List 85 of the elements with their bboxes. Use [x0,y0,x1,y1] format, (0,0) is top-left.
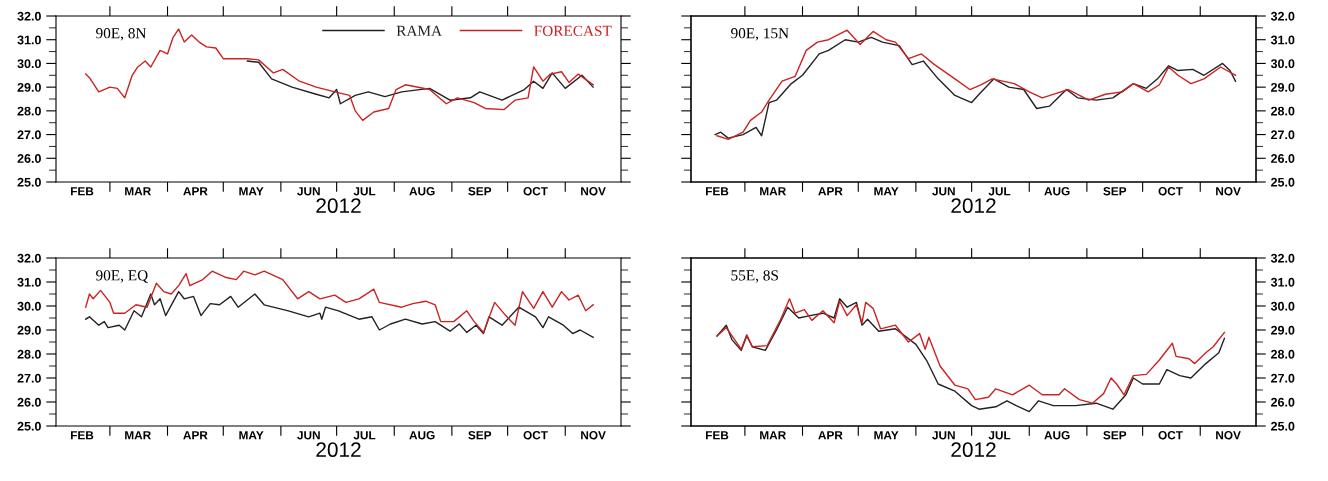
x-tick-label: FEB [706,187,729,196]
y-tick-label: 27.0 [17,130,41,140]
y-tick-label: 29.0 [17,325,41,335]
x-tick-label: APR [818,431,843,440]
y2-tick-label: 27.0 [1271,130,1295,140]
y2-tick-label: 25.0 [1271,177,1295,187]
x-tick-label: JUL [353,431,376,440]
y2-tick-label: 32.0 [1270,253,1295,263]
line-series [85,270,594,334]
legend-label: RAMA [396,25,442,36]
x-tick-label: JUL [988,431,1011,440]
y2-tick-label: 30.0 [1270,59,1295,69]
x-axis-title: 2012 [316,442,361,458]
x-tick-label: SEP [1103,187,1127,196]
x-tick-label: JUN [297,187,320,196]
x-tick-label: AUG [1044,187,1070,196]
annotation: 90E, 8N [96,28,147,41]
y-tick-label: 26.0 [17,397,41,407]
annotation: 90E, 15N [731,28,789,41]
y2-tick-label: 29.0 [1271,325,1295,335]
line-series [246,60,594,105]
x-tick-label: MAR [125,431,151,440]
x-tick-label: OCT [1158,187,1183,196]
x-tick-label: NOV [1216,187,1241,196]
y2-tick-label: 31.0 [1270,277,1295,287]
y-tick-label: 26.0 [17,154,41,163]
y-tick-label: 31.0 [17,35,41,45]
y2-tick-label: 25.0 [1271,421,1295,431]
x-tick-label: MAY [874,187,899,196]
x-tick-label: SEP [468,431,492,440]
y-tick-label: 28.0 [17,106,41,116]
x-tick-label: FEB [71,431,94,440]
annotation: 55E, 8S [731,270,778,283]
y-tick-label: 25.0 [17,421,41,431]
x-tick-label: NOV [581,187,606,196]
y2-tick-label: 27.0 [1271,373,1295,383]
y-tick-label: 31.0 [17,277,41,287]
x-tick-label: SEP [468,187,492,196]
x-tick-label: AUG [409,187,435,196]
x-tick-label: AUG [409,431,435,440]
x-axis-title: 2012 [951,442,996,458]
x-tick-label: MAR [760,187,786,196]
x-tick-label: MAY [239,187,264,196]
x-axis-title: 2012 [316,198,361,214]
x-tick-label: NOV [581,431,606,440]
x-tick-label: JUL [353,187,376,196]
x-tick-label: FEB [706,431,729,440]
x-tick-label: SEP [1103,431,1127,440]
annotation: 90E, EQ [96,270,148,283]
y-tick-label: 25.0 [17,177,41,187]
x-tick-label: JUN [932,431,955,440]
x-tick-label: APR [818,187,843,196]
y2-tick-label: 30.0 [1270,301,1295,311]
x-tick-label: APR [183,431,208,440]
y2-tick-label: 28.0 [1271,106,1295,116]
y2-tick-label: 29.0 [1271,82,1295,92]
x-tick-label: OCT [523,431,548,440]
x-tick-label: MAR [125,187,151,196]
y-tick-label: 32.0 [17,11,41,21]
x-tick-label: OCT [523,187,548,196]
y-tick-label: 28.0 [17,349,41,359]
x-tick-label: MAR [760,431,786,440]
x-tick-label: AUG [1044,431,1070,440]
x-tick-label: JUN [932,187,955,196]
x-axis-title: 2012 [951,198,996,214]
x-tick-label: JUL [988,187,1011,196]
y-tick-label: 30.0 [17,59,41,69]
legend-label: FORECAST [534,25,612,37]
y2-tick-label: 32.0 [1270,11,1295,21]
y-tick-label: 30.0 [17,301,41,311]
y-tick-label: 32.0 [17,253,41,263]
line-series [85,290,594,338]
x-tick-label: NOV [1216,431,1241,440]
y-tick-label: 27.0 [17,373,41,383]
y2-tick-label: 31.0 [1270,35,1295,45]
y2-tick-label: 26.0 [1271,154,1295,163]
x-tick-label: JUN [297,431,320,440]
x-tick-label: MAY [239,431,264,440]
y2-tick-label: 28.0 [1271,349,1295,359]
y2-tick-label: 26.0 [1271,397,1295,407]
y-tick-label: 29.0 [17,82,41,92]
x-tick-label: FEB [71,187,94,196]
x-tick-label: APR [183,187,208,196]
x-tick-label: MAY [874,431,899,440]
x-tick-label: OCT [1158,431,1183,440]
